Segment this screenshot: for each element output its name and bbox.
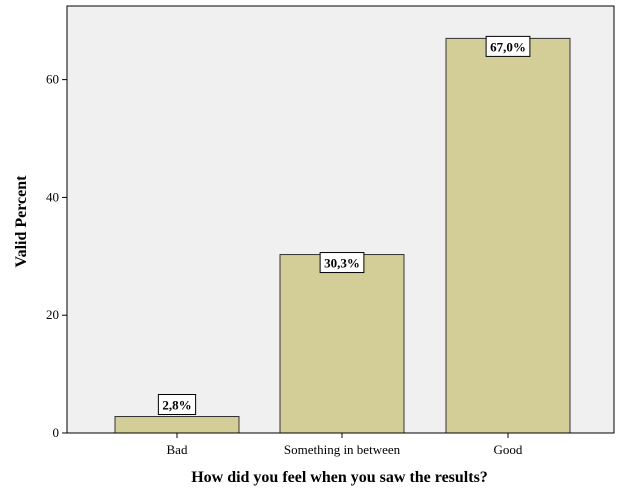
axes-group: 0 20 40 60 Bad Something in between Good (46, 6, 614, 457)
x-axis-title: How did you feel when you saw the result… (191, 469, 488, 486)
data-label-box-2 (485, 35, 531, 57)
data-label-0: 2,8% (157, 394, 197, 416)
bars-group (114, 37, 571, 434)
data-label-2: 67,0% (485, 35, 531, 57)
data-labels-group: 2,8% 30,3% 67,0% (157, 35, 531, 416)
y-tick-label-0: 0 (53, 425, 60, 440)
data-label-box-1 (319, 252, 365, 274)
x-tick-label-1: Something in between (284, 442, 401, 457)
y-tick-label-3: 60 (46, 72, 59, 87)
bar-0 (114, 416, 240, 434)
y-tick-label-1: 20 (46, 307, 59, 322)
data-label-text-2: 67,0% (490, 39, 526, 54)
x-tick-label-0: Bad (167, 442, 188, 457)
data-label-1: 30,3% (319, 252, 365, 274)
data-label-text-1: 30,3% (324, 256, 360, 271)
y-tick-label-2: 40 (46, 189, 59, 204)
data-label-text-0: 2,8% (162, 398, 191, 413)
bar-2 (445, 37, 571, 434)
bar-1 (279, 254, 405, 434)
y-axis-title: Valid Percent (13, 175, 30, 268)
x-tick-label-2: Good (494, 442, 523, 457)
data-label-box-0 (157, 394, 197, 416)
